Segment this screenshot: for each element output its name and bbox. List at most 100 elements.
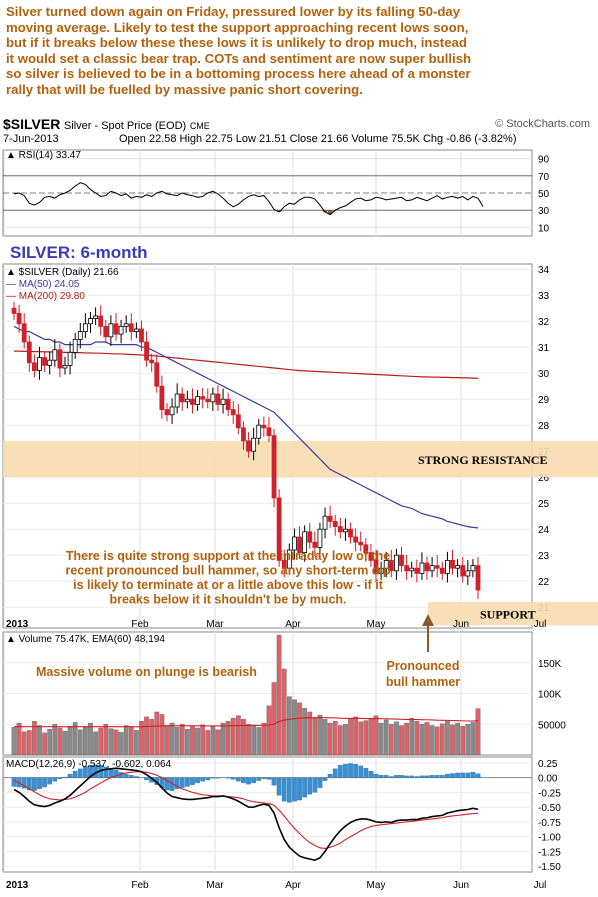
volume-bar bbox=[93, 731, 98, 756]
volume-bar bbox=[88, 722, 93, 756]
price-candle bbox=[302, 531, 308, 553]
price-tick-label: 33 bbox=[538, 291, 550, 302]
price-candle bbox=[327, 515, 333, 522]
macd-tick-label: 0.00 bbox=[538, 774, 558, 785]
price-candle bbox=[210, 393, 216, 403]
volume-bar bbox=[297, 702, 302, 756]
macd-histogram-bar bbox=[429, 775, 435, 778]
month-label-bottom: Feb bbox=[131, 880, 149, 891]
volume-bar bbox=[179, 724, 185, 756]
volume-bar bbox=[419, 724, 425, 756]
ma200-line bbox=[14, 350, 479, 379]
macd-histogram-bar bbox=[307, 777, 313, 795]
macd-histogram-bar bbox=[322, 777, 328, 781]
price-candle bbox=[169, 406, 175, 416]
macd-histogram-bar bbox=[363, 768, 369, 778]
volume-bar bbox=[281, 668, 287, 756]
ma50-line bbox=[13, 325, 479, 529]
macd-histogram-bar bbox=[383, 775, 389, 778]
price-candle bbox=[394, 554, 399, 572]
macd-histogram-bar bbox=[302, 777, 307, 798]
volume-ema-line bbox=[13, 717, 479, 728]
macd-histogram-bar bbox=[450, 773, 455, 778]
macd-histogram-bar bbox=[424, 775, 430, 778]
price-candle bbox=[256, 424, 262, 439]
macd-histogram-bar bbox=[103, 766, 109, 778]
price-candle bbox=[286, 549, 292, 569]
macd-histogram-bar bbox=[57, 777, 63, 779]
price-candle bbox=[128, 323, 134, 332]
price-candle bbox=[470, 565, 476, 572]
macd-histogram-bar bbox=[317, 777, 323, 788]
volume-bar bbox=[113, 729, 119, 756]
volume-bar bbox=[154, 711, 160, 756]
price-candle bbox=[57, 349, 63, 369]
macd-histogram-bar bbox=[128, 775, 134, 778]
macd-histogram-bar bbox=[343, 763, 348, 778]
volume-bar bbox=[358, 721, 364, 756]
volume-bar bbox=[276, 634, 282, 756]
price-candle bbox=[200, 396, 206, 400]
volume-bar bbox=[16, 722, 22, 756]
macd-histogram-bar bbox=[113, 769, 119, 778]
month-label-bottom: Jul bbox=[534, 880, 547, 891]
volume-bar bbox=[455, 722, 460, 756]
price-candle bbox=[368, 552, 374, 561]
volume-bar bbox=[134, 730, 139, 756]
price-candle bbox=[21, 323, 27, 343]
price-tick-label: 28 bbox=[538, 421, 550, 432]
macd-histogram-bar bbox=[215, 777, 221, 779]
volume-bar bbox=[246, 724, 251, 756]
volume-bar bbox=[266, 705, 272, 756]
volume-bar bbox=[195, 727, 200, 756]
volume-tick-label: 150K bbox=[538, 659, 562, 670]
macd-histogram-bar bbox=[439, 775, 445, 778]
price-candle bbox=[205, 398, 211, 403]
volume-bar bbox=[103, 724, 109, 756]
rsi-label: ▲ RSI(14) 33.47 bbox=[6, 150, 81, 161]
volume-bar bbox=[164, 725, 170, 756]
price-candle bbox=[399, 554, 404, 567]
month-label-top: Mar bbox=[206, 619, 224, 630]
macd-histogram-bar bbox=[47, 777, 53, 785]
macd-histogram-bar bbox=[108, 768, 114, 778]
macd-tick-label: -1.00 bbox=[538, 833, 561, 844]
macd-histogram-bar bbox=[144, 777, 149, 781]
volume-bar bbox=[368, 719, 374, 756]
price-candle bbox=[31, 362, 37, 371]
month-label-bottom: 2013 bbox=[6, 880, 29, 891]
volume-bar bbox=[98, 727, 104, 756]
macd-histogram-bar bbox=[200, 777, 206, 782]
macd-histogram-bar bbox=[434, 775, 440, 778]
macd-histogram-bar bbox=[230, 777, 236, 780]
volume-bar bbox=[409, 717, 415, 756]
macd-histogram-bar bbox=[52, 777, 58, 782]
rsi-tick-label: 50 bbox=[538, 189, 550, 200]
macd-histogram-bar bbox=[251, 777, 256, 784]
volume-bar bbox=[383, 719, 389, 756]
price-tick-label: 24 bbox=[538, 525, 550, 536]
price-tick-label: 22 bbox=[538, 577, 550, 588]
support-note-line: breaks below it it shouldn't be by much. bbox=[109, 593, 346, 607]
price-candle bbox=[184, 398, 190, 403]
macd-tick-label: -1.25 bbox=[538, 847, 561, 858]
volume-bar bbox=[144, 716, 149, 756]
volume-bar bbox=[465, 724, 471, 756]
price-candle bbox=[276, 497, 282, 561]
volume-tick-label: 50000 bbox=[538, 720, 566, 731]
macd-histogram-bar bbox=[67, 773, 73, 778]
volume-bar bbox=[174, 727, 180, 756]
price-candle bbox=[251, 437, 257, 452]
volume-note: Massive volume on plunge is bearish bbox=[36, 665, 257, 679]
chart-header-title: $SILVER Silver - Spot Price (EOD) CME bbox=[3, 116, 210, 132]
macd-histogram-bar bbox=[475, 773, 481, 778]
macd-histogram-bar bbox=[236, 777, 241, 782]
volume-bar bbox=[327, 722, 333, 756]
price-candle bbox=[343, 528, 348, 533]
volume-bar bbox=[251, 725, 256, 756]
macd-tick-label: -0.75 bbox=[538, 818, 561, 829]
price-candle bbox=[215, 393, 221, 405]
symbol: $SILVER bbox=[3, 116, 61, 132]
volume-bar bbox=[378, 722, 384, 756]
macd-histogram-bar bbox=[470, 772, 476, 778]
